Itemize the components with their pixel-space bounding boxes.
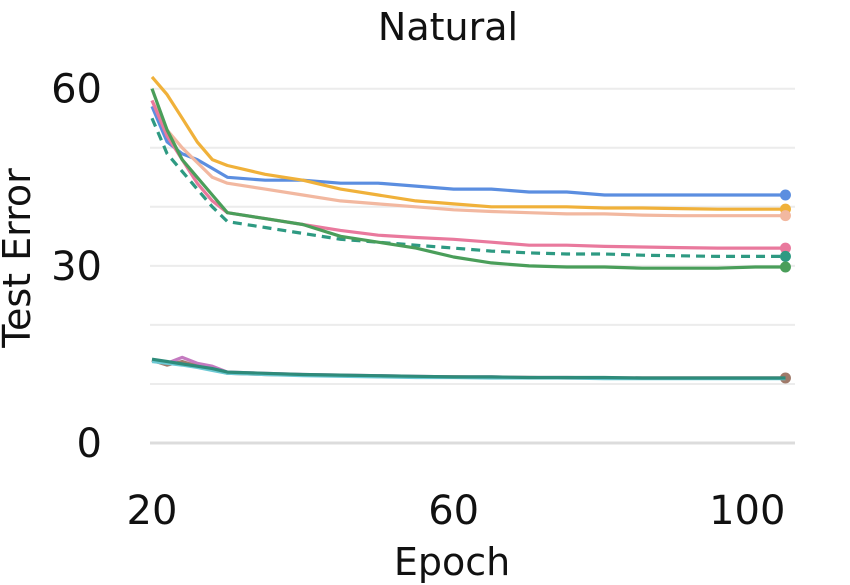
chart-title: Natural [378, 5, 518, 49]
series-end-marker-5 [779, 250, 791, 262]
series-end-marker-3 [779, 210, 791, 222]
tick-labels: 0 30 60 20 60 100 [51, 67, 785, 534]
series-line-3 [150, 99, 786, 218]
series-layer [150, 75, 791, 384]
y-tick-label: 30 [51, 244, 102, 290]
series-end-marker-1 [779, 189, 791, 201]
grid-lines [150, 87, 795, 445]
series-line-6 [150, 88, 786, 270]
x-tick-label: 100 [709, 488, 785, 534]
x-axis-label: Epoch [394, 540, 510, 584]
series-line-10 [151, 357, 786, 380]
x-tick-label: 60 [428, 488, 479, 534]
series-line-4 [150, 99, 786, 250]
y-axis-label: Test Error [0, 168, 39, 349]
series-end-marker-4 [779, 242, 791, 254]
x-tick-label: 20 [127, 488, 178, 534]
series-line-1 [150, 105, 786, 197]
series-end-marker-6 [779, 261, 791, 273]
y-tick-label: 60 [51, 67, 102, 113]
series-line-2 [150, 75, 786, 211]
series-line-5 [150, 117, 786, 258]
y-tick-label: 0 [77, 421, 102, 467]
